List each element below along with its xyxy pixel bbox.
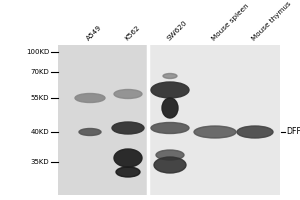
Ellipse shape (116, 167, 140, 177)
Ellipse shape (163, 73, 177, 78)
Ellipse shape (114, 90, 142, 98)
Ellipse shape (79, 129, 101, 136)
Ellipse shape (194, 126, 236, 138)
Ellipse shape (151, 122, 189, 134)
Bar (58, 45, 148, 195)
Text: Mouse spleen: Mouse spleen (211, 3, 250, 42)
Ellipse shape (154, 157, 186, 173)
Text: 55KD: 55KD (31, 95, 49, 101)
Ellipse shape (156, 150, 184, 160)
Text: 70KD: 70KD (30, 69, 49, 75)
Ellipse shape (114, 149, 142, 167)
Ellipse shape (151, 82, 189, 98)
Text: SW620: SW620 (166, 20, 188, 42)
Ellipse shape (112, 122, 144, 134)
Ellipse shape (162, 98, 178, 118)
Bar (148, 45, 280, 195)
Ellipse shape (75, 94, 105, 102)
Text: 100KD: 100KD (26, 49, 49, 55)
Text: 40KD: 40KD (30, 129, 49, 135)
Ellipse shape (237, 126, 273, 138)
Text: A549: A549 (86, 24, 103, 42)
Text: Mouse thymus: Mouse thymus (251, 0, 292, 42)
Text: K562: K562 (124, 25, 141, 42)
Text: DFFB: DFFB (286, 128, 300, 136)
Text: 35KD: 35KD (30, 159, 49, 165)
